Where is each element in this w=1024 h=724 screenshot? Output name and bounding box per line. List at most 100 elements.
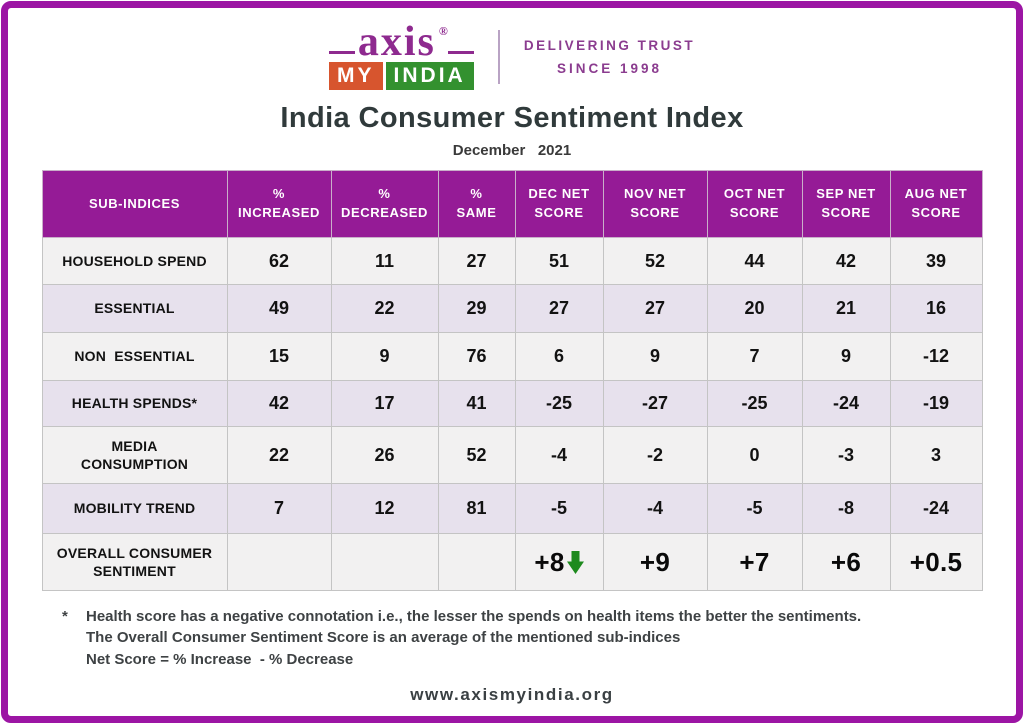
page-title: India Consumer Sentiment Index [280,102,744,134]
table-cell: -2 [602,426,708,484]
logo-my-block: MY [329,62,383,90]
table-cell: 9 [330,332,439,381]
table-cell: 49 [226,284,332,333]
table-row-overall-consumer-sentiment: OVERALL CONSUMER SENTIMENT +8 +9 +7 +6 +… [41,533,983,591]
table-cell: 52 [602,237,708,285]
footnote-line-1: Health score has a negative connotation … [86,608,862,625]
table-cell: -27 [602,380,708,427]
page-subtitle: December 2021 [452,142,572,159]
footnote-line-3: Net Score = % Increase - % Decrease [86,650,354,668]
overall-dec-score: +8 [534,546,565,577]
row-label: ESSENTIAL [41,284,228,333]
table-cell: -24 [801,380,891,427]
table-cell: 22 [226,426,332,484]
table-cell: 44 [706,237,803,285]
consumer-sentiment-table: SUB-INDICES % INCREASED % DECREASED % SA… [41,170,983,591]
table-cell-empty [437,533,516,591]
brand-header: axis ® MY INDIA DELIVERING TRUST SINCE 1… [0,0,1024,98]
table-header-row: SUB-INDICES % INCREASED % DECREASED % SA… [41,170,983,238]
table-cell: 9 [801,332,891,381]
logo-india-block: INDIA [385,62,474,90]
registered-trademark-icon: ® [438,24,448,39]
col-header-sub-indices: SUB-INDICES [41,170,228,238]
table-cell: 12 [330,483,439,534]
col-header-aug-net-score: AUG NET SCORE [889,170,983,238]
website-url: www.axismyindia.org [410,684,614,704]
tagline-delivering-trust: DELIVERING TRUST [523,38,696,53]
col-header-nov-net-score: NOV NET SCORE [602,170,708,238]
table-cell: -5 [514,483,604,534]
logo-underscore-right [447,51,474,55]
table-cell: 26 [330,426,439,484]
table-cell: +7 [706,533,803,591]
table-cell-dec-overall: +8 [514,533,604,591]
tagline-since-1998: SINCE 1998 [556,61,663,76]
col-header-pct-increased: % INCREASED [226,170,332,238]
footnote-line-2: The Overall Consumer Sentiment Score is … [86,629,681,647]
table-row-non-essential: NON ESSENTIAL 15 9 76 6 9 7 9 -12 [41,332,983,381]
table-cell: 21 [801,284,891,333]
table-cell: -4 [514,426,604,484]
table-cell: -5 [706,483,803,534]
table-cell: +9 [602,533,708,591]
table-cell: +6 [801,533,891,591]
col-header-dec-net-score: DEC NET SCORE [514,170,604,238]
table-cell: 16 [889,284,983,333]
table-cell: -3 [801,426,891,484]
green-down-arrow-icon [566,550,584,574]
table-row-mobility-trend: MOBILITY TREND 7 12 81 -5 -4 -5 -8 -24 [41,483,983,534]
table-cell: 27 [602,284,708,333]
footnote-asterisk: * [62,608,68,625]
table-cell: 39 [889,237,983,285]
row-label: MEDIA CONSUMPTION [41,426,228,484]
table-row-health-spends: HEALTH SPENDS* 42 17 41 -25 -27 -25 -24 … [41,380,983,427]
table-cell: 9 [602,332,708,381]
table-cell: 41 [437,380,516,427]
table-cell: -4 [602,483,708,534]
row-label: OVERALL CONSUMER SENTIMENT [41,533,228,591]
table-cell: 3 [889,426,983,484]
table-cell: 76 [437,332,516,381]
axis-my-india-logo: axis ® MY INDIA [328,18,474,90]
table-cell: 17 [330,380,439,427]
row-label: HOUSEHOLD SPEND [41,237,228,285]
table-cell: 27 [437,237,516,285]
col-header-oct-net-score: OCT NET SCORE [706,170,803,238]
table-cell: 81 [437,483,516,534]
table-cell: 7 [706,332,803,381]
row-label: HEALTH SPENDS* [41,380,228,427]
table-cell: 29 [437,284,516,333]
table-cell-empty [330,533,439,591]
brand-tagline: DELIVERING TRUST SINCE 1998 [524,38,695,76]
table-cell: -25 [706,380,803,427]
row-label: MOBILITY TREND [41,483,228,534]
table-cell: 27 [514,284,604,333]
footnotes: * Health score has a negative connotatio… [62,606,984,670]
table-row-media-consumption: MEDIA CONSUMPTION 22 26 52 -4 -2 0 -3 3 [41,426,983,484]
logo-tagline-divider [497,30,500,84]
table-cell: 0 [706,426,803,484]
table-row-household-spend: HOUSEHOLD SPEND 62 11 27 51 52 44 42 39 [41,237,983,285]
table-cell: 6 [514,332,604,381]
table-cell: -8 [801,483,891,534]
col-header-pct-decreased: % DECREASED [330,170,439,238]
table-cell: 42 [226,380,332,427]
table-cell: 51 [514,237,604,285]
table-cell: 11 [330,237,439,285]
logo-axis-wordmark: axis ® [328,18,474,65]
table-cell: 15 [226,332,332,381]
table-cell: 52 [437,426,516,484]
table-cell: 22 [330,284,439,333]
col-header-pct-same: % SAME [437,170,516,238]
logo-my-india-blocks: MY INDIA [329,62,474,90]
table-row-essential: ESSENTIAL 49 22 29 27 27 20 21 16 [41,284,983,333]
table-cell: -24 [889,483,983,534]
row-label: NON ESSENTIAL [41,332,228,381]
table-cell-empty [226,533,332,591]
col-header-sep-net-score: SEP NET SCORE [801,170,891,238]
table-cell: -25 [514,380,604,427]
logo-axis-text: axis [357,18,436,65]
logo-underscore-left [328,51,355,55]
table-cell: +0.5 [889,533,983,591]
